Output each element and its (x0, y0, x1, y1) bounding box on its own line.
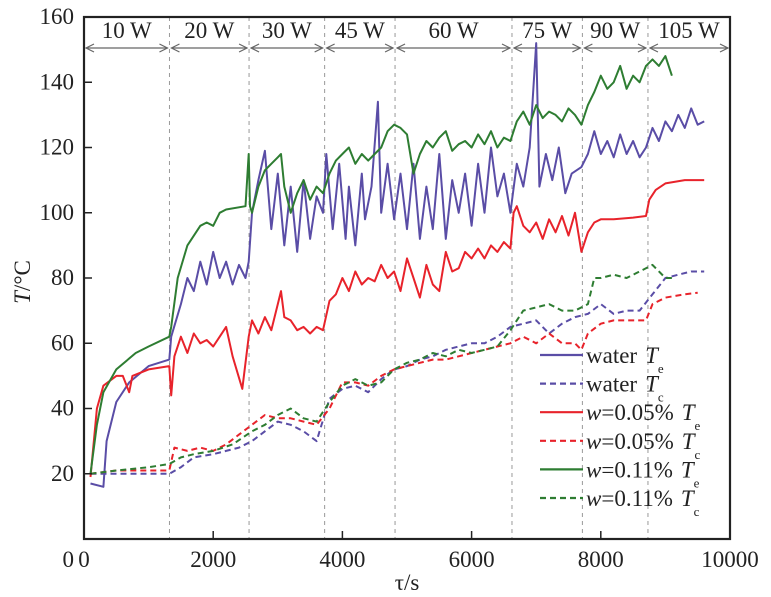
x-axis-label: τ/s (395, 570, 420, 595)
x-tick-label: 4000 (319, 547, 365, 572)
segment-label: 20 W (184, 18, 234, 43)
arrow-head-right (314, 43, 324, 53)
y-tick-label: 40 (51, 396, 74, 421)
legend-subscript: e (658, 361, 664, 376)
arrow-head-left (84, 43, 95, 53)
segment-label: 60 W (428, 18, 478, 43)
segment-label: 45 W (335, 18, 385, 43)
legend-entry: w=0.11% Tc (586, 486, 700, 519)
arrow-head-left (395, 43, 406, 53)
series-line-w-0-11-tc (90, 263, 672, 475)
legend-entry: water Te (586, 343, 664, 376)
segment-label: 105 W (658, 18, 720, 43)
series-line-water-te (90, 42, 705, 488)
arrow-head-right (159, 43, 169, 53)
legend-text: =0.05% (601, 400, 673, 425)
y-tick-label: 100 (40, 200, 75, 225)
segment-label: 90 W (590, 18, 640, 43)
arrow-head-right (572, 43, 582, 53)
legend-symbol: T (645, 372, 660, 397)
arrow-head-left (648, 43, 659, 53)
legend-symbol: T (681, 486, 696, 511)
legend-italic: w (586, 400, 602, 425)
arrow-head-right (637, 43, 648, 53)
segment-label: 10 W (102, 18, 152, 43)
y-label-symbol: T (10, 289, 35, 304)
y-tick-label: 20 (51, 461, 74, 486)
x-tick-label: 0 (78, 547, 90, 572)
arrow-head-left (512, 43, 523, 53)
legend-entry: w=0.05% Tc (586, 429, 701, 462)
x-tick-label: 10000 (701, 547, 759, 572)
y-tick-label: 80 (51, 265, 74, 290)
arrow-head-left (583, 43, 593, 53)
legend-text: =0.11% (601, 457, 673, 482)
arrow-head-left (170, 43, 180, 53)
legend-subscript: e (695, 418, 701, 433)
legend-text: =0.05% (601, 429, 673, 454)
axis-ticks: 0 2000 4000 6000 8000 10000 0 20 40 60 80 100 120 140… (40, 4, 759, 572)
series-line-w-0-05-te (89, 179, 705, 478)
y-axis-label: T/°C (10, 260, 35, 304)
x-tick-label: 2000 (190, 547, 236, 572)
legend-symbol: T (681, 457, 696, 482)
legend-symbol: T (682, 429, 697, 454)
legend-entry: w=0.11% Te (586, 457, 700, 490)
series-line-water-tc (90, 270, 705, 475)
segment-label: 75 W (522, 18, 572, 43)
legend-entry: water Tc (586, 372, 664, 405)
legend-subscript: c (695, 447, 701, 462)
legend-italic: w (586, 429, 602, 454)
x-label-symbol: τ (395, 570, 404, 595)
series-line-w-0-11-te (89, 55, 673, 474)
x-label-unit: /s (404, 570, 419, 595)
arrow-head-left (325, 43, 335, 53)
series-lines (89, 42, 705, 488)
arrow-head-right (719, 43, 730, 53)
y-tick-label: 0 (63, 547, 75, 572)
legend-text: water (586, 372, 637, 397)
legend-italic: w (586, 457, 602, 482)
legend-symbol: T (645, 343, 660, 368)
legend-symbol: T (682, 400, 697, 425)
y-tick-label: 160 (40, 4, 75, 29)
segment-label: 30 W (262, 18, 312, 43)
arrow-head-right (238, 43, 249, 53)
legend-subscript: c (694, 504, 700, 519)
y-tick-label: 60 (51, 330, 74, 355)
y-label-unit: /°C (10, 260, 35, 291)
arrow-head-left (249, 43, 260, 53)
x-tick-label: 6000 (449, 547, 495, 572)
y-tick-label: 140 (40, 69, 75, 94)
arrow-head-right (501, 43, 512, 53)
series-line-w-0-05-tc (90, 291, 698, 475)
legend-italic: w (586, 486, 602, 511)
legend-text: water (586, 343, 637, 368)
legend-text: =0.11% (601, 486, 673, 511)
x-tick-label: 8000 (578, 547, 624, 572)
arrow-head-right (384, 43, 395, 53)
y-tick-label: 120 (40, 135, 75, 160)
legend-subscript: e (694, 475, 700, 490)
legend-subscript: c (658, 390, 664, 405)
power-segments: 10 W 20 W 30 W 45 W 60 W 75 W 90 W 105 W (84, 17, 730, 539)
legend-entry: w=0.05% Te (586, 400, 701, 433)
